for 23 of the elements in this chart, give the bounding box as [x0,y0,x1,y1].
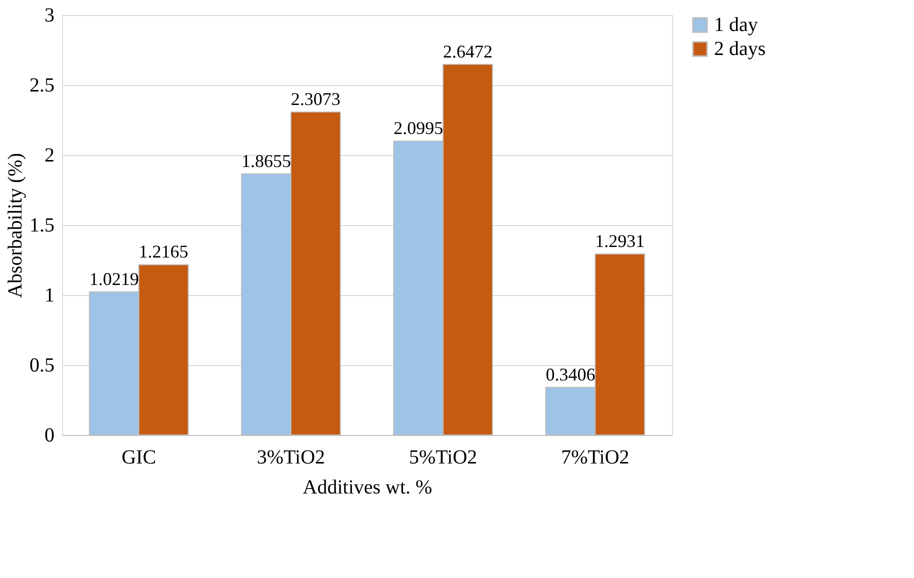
y-tick-label: 1.5 [30,214,54,236]
y-tick-label: 2 [44,144,54,166]
data-label: 2.3073 [290,88,340,109]
x-tick-label: GIC [122,446,156,468]
data-label: 2.0995 [394,118,444,138]
data-label: 1.8655 [241,150,291,171]
y-tick-label: 0.5 [30,354,54,376]
data-label: 1.2165 [138,242,188,262]
legend-label: 2 days [714,38,766,60]
x-tick-label: 3%TiO2 [256,446,326,468]
y-tick-label: 1 [44,284,54,306]
legend-label: 1 day [714,14,758,36]
y-tick-label: 0 [44,424,54,446]
x-tick-label: 5%TiO2 [408,446,478,468]
data-label: 0.3406 [546,364,596,384]
x-axis-title: Additives wt. % [302,476,432,498]
data-label: 1.0219 [89,268,139,289]
y-tick-label: 3 [44,4,54,26]
data-label: 1.2931 [595,230,645,251]
y-axis-title: Absorbability (%) [4,153,26,298]
y-tick-label: 2.5 [30,74,54,96]
x-tick-label: 7%TiO2 [561,446,630,468]
data-label: 2.6472 [443,41,493,62]
